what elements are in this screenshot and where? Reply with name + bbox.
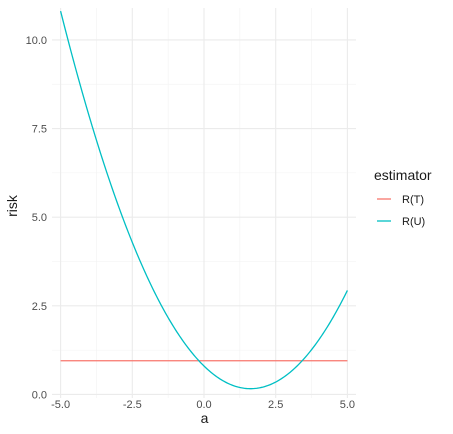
y-tick-label: 7.5: [32, 124, 47, 136]
x-tick-label: -5.0: [51, 399, 70, 411]
x-tick-label: 5.0: [340, 399, 355, 411]
legend: estimator R(T) R(U): [374, 167, 432, 230]
y-axis-tick-labels: 0.0 2.5 5.0 7.5 10.0: [26, 35, 47, 402]
x-axis-tick-labels: -5.0 -2.5 0.0 2.5 5.0: [51, 399, 355, 411]
major-gridlines: [52, 8, 356, 398]
x-axis-title: a: [201, 410, 209, 426]
x-tick-label: 0.0: [196, 399, 211, 411]
y-tick-label: 5.0: [32, 212, 47, 224]
series-lines: [59, 10, 348, 390]
y-tick-label: 2.5: [32, 301, 47, 313]
y-axis-title: risk: [4, 194, 20, 217]
series-line-ru: [59, 10, 348, 390]
legend-entries: R(T) R(U): [375, 190, 425, 230]
y-tick-label: 0.0: [32, 389, 47, 401]
legend-label: R(T): [402, 194, 424, 206]
x-tick-label: 2.5: [268, 399, 283, 411]
legend-title: estimator: [374, 167, 432, 183]
legend-label: R(U): [402, 216, 425, 228]
y-tick-label: 10.0: [26, 35, 47, 47]
x-tick-label: -2.5: [123, 399, 142, 411]
